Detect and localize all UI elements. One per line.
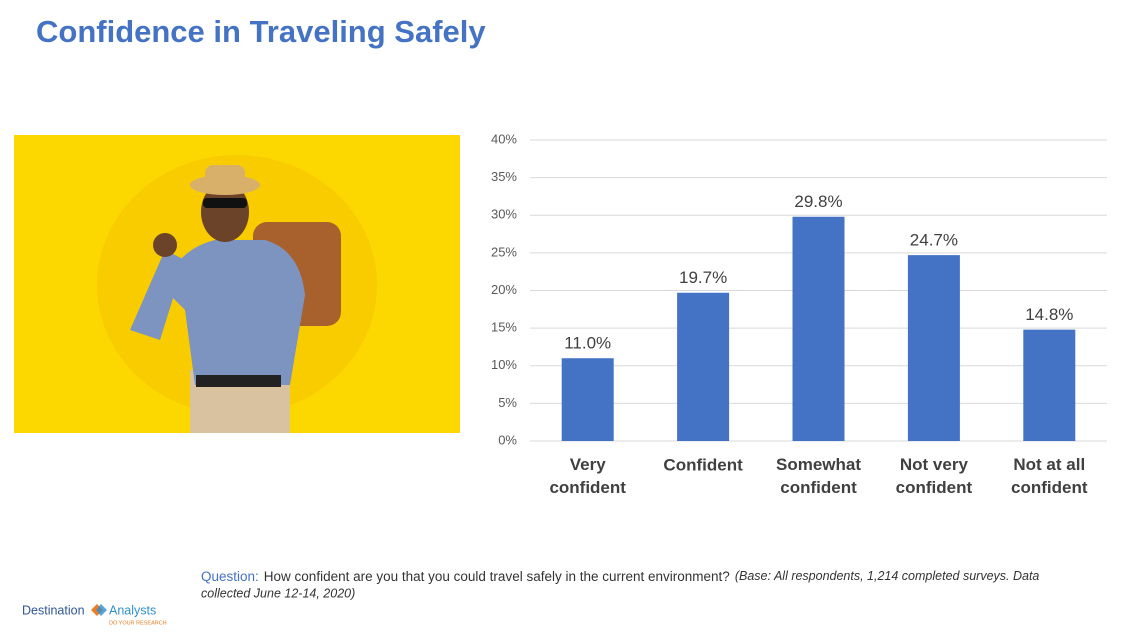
- base-note: collected June 12-14, 2020): [201, 586, 355, 600]
- base-note: (Base: All respondents, 1,214 completed …: [735, 569, 1040, 583]
- y-tick-label: 40%: [491, 131, 517, 146]
- x-tick-label: Very confident: [549, 455, 626, 497]
- data-label: 11.0%: [564, 334, 611, 353]
- logo-tagline: DO YOUR RESEARCH: [109, 620, 167, 626]
- y-tick-label: 30%: [491, 207, 517, 222]
- x-tick-label: Not very confident: [896, 455, 973, 497]
- x-tick-label: Somewhat confident: [776, 455, 861, 497]
- bar: [1023, 329, 1076, 441]
- question: Question: How confident are you that you …: [201, 569, 1039, 584]
- bar: [792, 216, 845, 441]
- y-tick-label: 35%: [491, 169, 517, 184]
- bar-chart: 0% 5% 10% 15% 20% 25% 30% 35% 40% 11.0% Very confid…: [491, 131, 1107, 497]
- y-tick-label: 25%: [491, 244, 517, 259]
- bar: [561, 358, 614, 441]
- bar: [677, 292, 730, 441]
- logo-name: Destination: [22, 603, 85, 617]
- y-tick-label: 15%: [491, 320, 517, 335]
- chart-title: Confidence in Traveling Safely: [36, 14, 486, 49]
- bar: [907, 255, 960, 441]
- data-label: 19.7%: [679, 268, 727, 287]
- data-label: 29.8%: [794, 192, 842, 211]
- question-text: How confident are you that you could tra…: [264, 569, 730, 584]
- x-tick-label: Not at all confident: [1011, 455, 1088, 497]
- photo: [14, 135, 460, 433]
- data-label: 14.8%: [1025, 305, 1073, 324]
- logo-name: Analysts: [109, 603, 156, 617]
- logo: Destination Analysts DO YOUR RESEARCH: [22, 603, 167, 626]
- y-tick-label: 20%: [491, 282, 517, 297]
- y-tick-label: 5%: [498, 395, 517, 410]
- question-label: Question:: [201, 569, 259, 584]
- y-tick-label: 10%: [491, 357, 517, 372]
- x-tick-label: Confident: [663, 455, 743, 474]
- y-tick-label: 0%: [498, 432, 517, 447]
- data-label: 24.7%: [910, 231, 958, 250]
